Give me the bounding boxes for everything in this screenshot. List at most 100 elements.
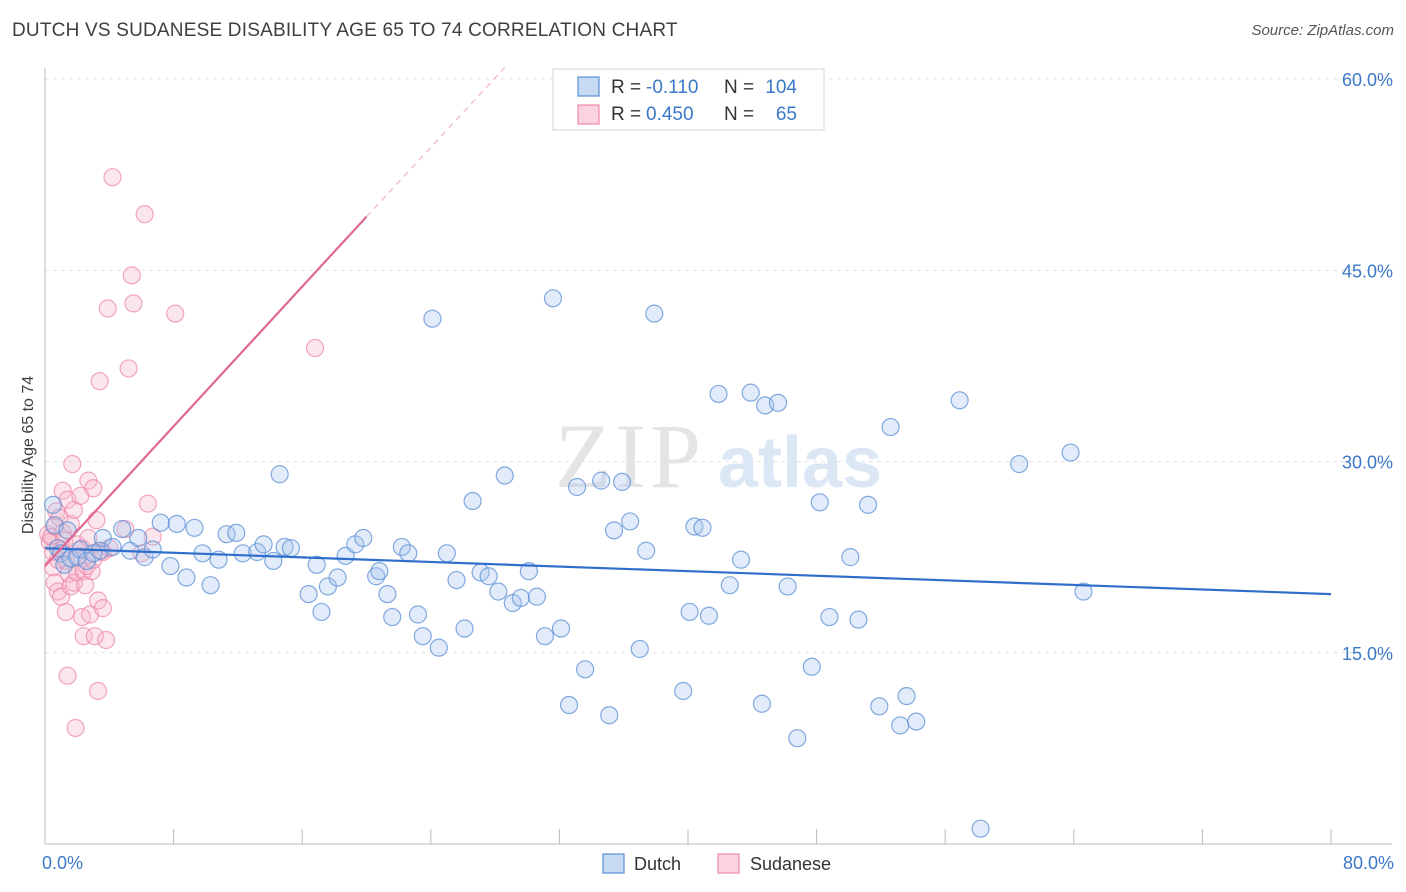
dutch-point	[161, 556, 180, 576]
bottom-legend-dutch: Dutch	[634, 854, 681, 874]
watermark-zip: ZIP	[555, 405, 705, 507]
dutch-point	[281, 539, 301, 558]
dutch-point	[881, 417, 900, 437]
y-tick-label: 30.0%	[1342, 453, 1393, 473]
axes	[44, 68, 1392, 845]
dutch-point	[519, 562, 538, 581]
dutch-point	[592, 471, 611, 490]
dutch-point	[849, 610, 868, 629]
dutch-point	[870, 697, 889, 716]
dutch-point	[820, 607, 839, 627]
dutch-point	[971, 819, 990, 838]
dutch-point	[741, 383, 760, 402]
sudanese-point	[53, 481, 72, 500]
sudanese-point	[103, 168, 122, 187]
dutch-point	[841, 548, 860, 567]
dutch-point	[367, 567, 386, 586]
bottom-legend-swatch-dutch	[602, 853, 625, 874]
legend-n-value-dutch: 104	[765, 77, 797, 98]
sudanese-point	[58, 666, 77, 685]
dutch-point	[576, 660, 595, 679]
y-tick-label: 45.0%	[1342, 261, 1393, 281]
grid-lines	[45, 78, 1392, 654]
dutch-point	[463, 491, 482, 511]
watermark-atlas: atlas	[718, 423, 882, 503]
y-axis-label: Disability Age 65 to 74	[20, 376, 37, 534]
dutch-point	[802, 657, 821, 676]
dutch-point	[1061, 443, 1080, 462]
sudanese-point	[82, 562, 101, 581]
dutch-point	[768, 393, 788, 412]
dutch-point	[535, 627, 555, 646]
dutch-point	[495, 466, 514, 485]
dutch-point	[413, 627, 432, 646]
dutch-point	[891, 716, 910, 735]
dutch-point	[143, 540, 162, 559]
dutch-point	[58, 521, 77, 540]
dutch-point	[600, 706, 619, 725]
dutch-point	[907, 712, 926, 731]
y-tick-labels: 15.0% 30.0% 45.0% 60.0%	[1342, 70, 1393, 664]
legend-swatch-sudanese	[577, 104, 600, 125]
dutch-point	[950, 391, 969, 410]
x-tick-label: 0.0%	[42, 853, 83, 873]
legend-r-value-dutch: -0.110	[646, 77, 698, 98]
sudanese-point	[305, 338, 325, 358]
sudanese-trend-extension	[366, 67, 506, 218]
dutch-point	[630, 639, 649, 659]
dutch-point	[113, 519, 132, 539]
dutch-point	[693, 518, 712, 537]
dutch-point	[559, 695, 579, 715]
dutch-point	[752, 694, 772, 713]
dutch-point	[612, 472, 632, 491]
legend-r-label-dutch: R =	[611, 77, 641, 98]
dutch-point	[312, 602, 331, 622]
dutch-point	[354, 528, 373, 548]
sudanese-point	[63, 454, 82, 474]
sudanese-point	[88, 681, 108, 701]
legend-n-value-sudanese: 65	[776, 104, 797, 125]
dutch-point	[551, 619, 571, 638]
dutch-point	[151, 513, 170, 532]
sudanese-point	[84, 479, 103, 498]
dutch-point	[699, 606, 718, 625]
dutch-points	[43, 289, 1093, 838]
source-label: Source: ZipAtlas.com	[1251, 22, 1394, 39]
bottom-legend-sudanese: Sudanese	[750, 854, 831, 874]
dutch-point	[455, 619, 474, 638]
dutch-point	[680, 602, 699, 622]
dutch-point	[720, 576, 739, 595]
dutch-point	[897, 686, 916, 706]
dutch-point	[201, 576, 220, 595]
sudanese-point	[138, 494, 157, 513]
dutch-point	[103, 537, 122, 557]
trend-lines	[44, 67, 1332, 596]
sudanese-point	[85, 627, 104, 646]
dutch-point	[307, 555, 326, 574]
legend-n-label-sudanese: N =	[724, 104, 754, 125]
x-tick-labels: 0.0% 80.0%	[42, 853, 1394, 873]
legend-r-label-sudanese: R =	[611, 104, 641, 125]
dutch-point	[399, 544, 418, 563]
sudanese-point	[135, 205, 154, 224]
sudanese-points	[39, 168, 325, 738]
sudanese-point	[98, 299, 117, 318]
dutch-point	[383, 607, 402, 627]
x-tick-label: 80.0%	[1343, 853, 1394, 873]
dutch-point	[328, 568, 347, 587]
legend-box: R = -0.110 N = 104 R = 0.450 N = 65	[552, 68, 825, 131]
dutch-point	[177, 568, 196, 587]
dutch-point	[810, 493, 829, 512]
dutch-point	[731, 550, 751, 569]
dutch-point	[378, 584, 397, 604]
dutch-point	[370, 562, 389, 581]
sudanese-point	[96, 630, 116, 650]
dutch-point	[788, 729, 807, 748]
dutch-point	[167, 514, 186, 534]
dutch-point	[674, 681, 693, 701]
dutch-point	[437, 544, 456, 563]
dutch-point	[233, 544, 252, 563]
dutch-point	[637, 541, 656, 560]
dutch-point	[254, 535, 273, 554]
dutch-point	[479, 567, 498, 586]
